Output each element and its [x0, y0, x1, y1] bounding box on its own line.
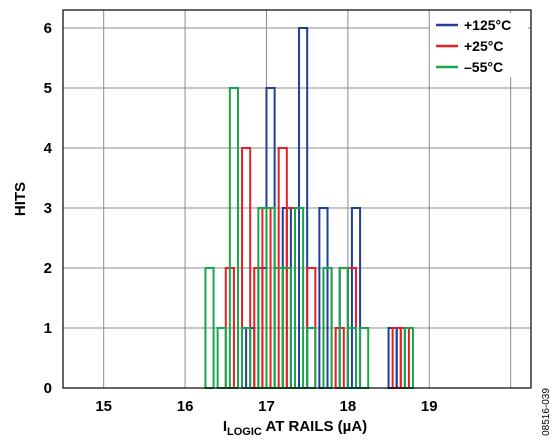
- x-tick-label: 15: [95, 398, 112, 415]
- x-axis-title-rest: AT RAILS (µA): [262, 418, 367, 435]
- y-tick-label: 1: [44, 320, 52, 337]
- x-tick-label: 19: [421, 398, 438, 415]
- x-tick-label: 17: [258, 398, 275, 415]
- figure-id: 08516-039: [541, 388, 552, 436]
- histogram-bar: [216, 327, 227, 389]
- legend-label: +25°C: [464, 38, 503, 54]
- x-axis-title-subscript: LOGIC: [227, 426, 262, 438]
- plot-frame: [62, 9, 532, 389]
- y-tick-label: 6: [44, 20, 52, 37]
- legend-label: +125°C: [464, 17, 511, 33]
- histogram-bar: [359, 327, 370, 389]
- x-tick-label: 16: [177, 398, 194, 415]
- y-tick-label: 2: [44, 260, 52, 277]
- histogram-bar: [306, 327, 317, 389]
- y-tick-labels: 0 1 2 3 4 5 6: [44, 20, 53, 397]
- x-tick-label: 18: [340, 398, 357, 415]
- y-tick-label: 4: [44, 140, 53, 157]
- y-axis-title: HITS: [12, 182, 29, 216]
- legend-label: –55°C: [464, 59, 503, 75]
- y-tick-label: 0: [44, 380, 52, 397]
- x-tick-labels: 15 16 17 18 19: [95, 398, 437, 415]
- histogram-bars: [204, 27, 414, 389]
- y-tick-label: 3: [44, 200, 52, 217]
- x-axis-title: ILOGIC AT RAILS (µA): [223, 418, 367, 438]
- y-tick-label: 5: [44, 80, 52, 97]
- x-axis-title-main: I: [223, 418, 227, 435]
- legend: +125°C +25°C –55°C: [430, 13, 528, 77]
